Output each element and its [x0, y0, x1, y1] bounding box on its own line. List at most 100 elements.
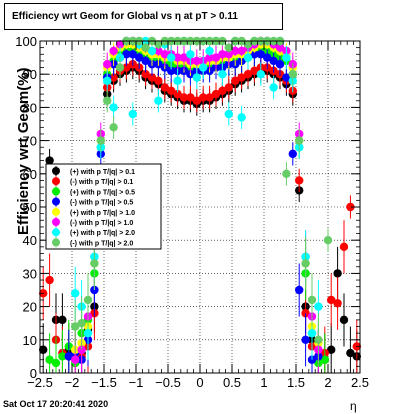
y-tick-label: 30 [23, 266, 37, 281]
data-point [71, 322, 80, 331]
y-tick-label: 70 [23, 134, 37, 149]
y-tick-label: 10 [23, 333, 37, 348]
data-point [115, 40, 125, 49]
x-tick-label: 1 [260, 375, 267, 390]
data-point [250, 66, 259, 76]
data-point [77, 319, 86, 328]
axis-ticks: −2.5 −2 −1.5 −1 −0.5 0 0.5 1 1.5 2 2.5 0 10 20 30 40 50 6… [15, 34, 369, 390]
legend-marker [52, 167, 60, 175]
data-point [192, 73, 201, 82]
legend-label: (-) with p T/|q| > 0.5 [70, 200, 133, 207]
data-point [224, 43, 233, 52]
data-point [205, 93, 214, 102]
legend-label: (-) with p T/|q| > 2.0 [70, 240, 133, 247]
data-point [275, 60, 285, 69]
data-point [231, 76, 240, 86]
data-point [301, 259, 310, 268]
data-point [45, 355, 54, 364]
data-point [243, 40, 253, 49]
data-point [333, 299, 342, 308]
data-point [45, 156, 54, 165]
data-point [141, 56, 150, 66]
y-tick-label: 60 [23, 167, 37, 182]
data-point [173, 53, 182, 62]
x-tick-label: −0.5 [155, 375, 181, 390]
grid-lines [40, 41, 360, 373]
y-tick-label: 90 [23, 67, 37, 82]
data-point [122, 50, 131, 59]
datestamp: Sat Oct 17 20:20:41 2020 [3, 399, 109, 409]
legend-marker [52, 177, 60, 186]
data-point [295, 285, 304, 295]
x-tick-label: −2 [65, 375, 80, 390]
data-point [154, 46, 163, 56]
data-point [122, 63, 131, 72]
data-point [224, 83, 233, 92]
y-tick-label: 40 [23, 233, 37, 248]
data-point [71, 289, 80, 298]
data-point [167, 53, 176, 62]
data-point [186, 93, 195, 102]
data-point [269, 56, 278, 66]
data-point [250, 50, 259, 59]
title-box: Efficiency wrt Geom for Global vs η at p… [4, 3, 283, 30]
data-point [282, 73, 291, 82]
x-axis-label: η [350, 399, 357, 413]
data-point [179, 53, 189, 62]
legend-box [45, 163, 162, 250]
x-tick-label: 0.5 [223, 375, 241, 390]
x-tick-label: −1 [129, 375, 144, 390]
data-point [224, 109, 233, 119]
data-point [205, 46, 214, 56]
data-point [231, 46, 240, 56]
data-point [109, 123, 118, 132]
data-point [45, 275, 54, 285]
data-point [237, 46, 246, 56]
data-point [83, 328, 93, 338]
x-tick-label: 2 [324, 375, 331, 390]
legend-marker [52, 197, 60, 206]
legend: (+) with p T/|q| > 0.1 (-) with p T/|q| >… [45, 163, 162, 250]
data-point [173, 89, 182, 99]
data-point [301, 335, 310, 344]
data-point [218, 86, 227, 96]
data-point [346, 202, 355, 212]
data-point [295, 136, 304, 145]
legend-marker [52, 187, 60, 196]
data-point [186, 50, 195, 59]
data-point [58, 315, 67, 325]
legend-label: (+) with p T/|q| > 2.0 [70, 230, 135, 237]
data-point [83, 295, 93, 305]
legend-marker [52, 228, 60, 237]
legend-marker [52, 238, 60, 247]
data-point [243, 53, 253, 62]
data-point [269, 83, 278, 92]
legend-label: (-) with p T/|q| > 1.0 [70, 220, 133, 227]
data-point [103, 76, 112, 86]
data-point [237, 73, 246, 82]
chart-title: Efficiency wrt Geom for Global vs η at p… [12, 11, 238, 22]
data-point [199, 63, 208, 72]
data-point [282, 53, 291, 62]
data-point [128, 109, 137, 119]
data-point [147, 46, 157, 56]
data-point [237, 113, 246, 122]
data-point [199, 93, 208, 102]
data-point [224, 50, 233, 59]
data-point [282, 169, 291, 178]
x-tick-label: 1.5 [287, 375, 305, 390]
data-point [211, 89, 221, 99]
data-point [141, 70, 150, 79]
data-point [288, 149, 297, 159]
data-point [71, 355, 80, 364]
data-point [103, 60, 112, 69]
data-point [288, 70, 297, 79]
data-point [346, 348, 355, 358]
data-point [154, 76, 163, 86]
x-tick-label: −2.5 [27, 375, 53, 390]
legend-label: (+) with p T/|q| > 0.1 [70, 169, 135, 176]
data-point [218, 50, 227, 59]
x-tick-label: −1.5 [91, 375, 117, 390]
data-point [167, 66, 176, 76]
